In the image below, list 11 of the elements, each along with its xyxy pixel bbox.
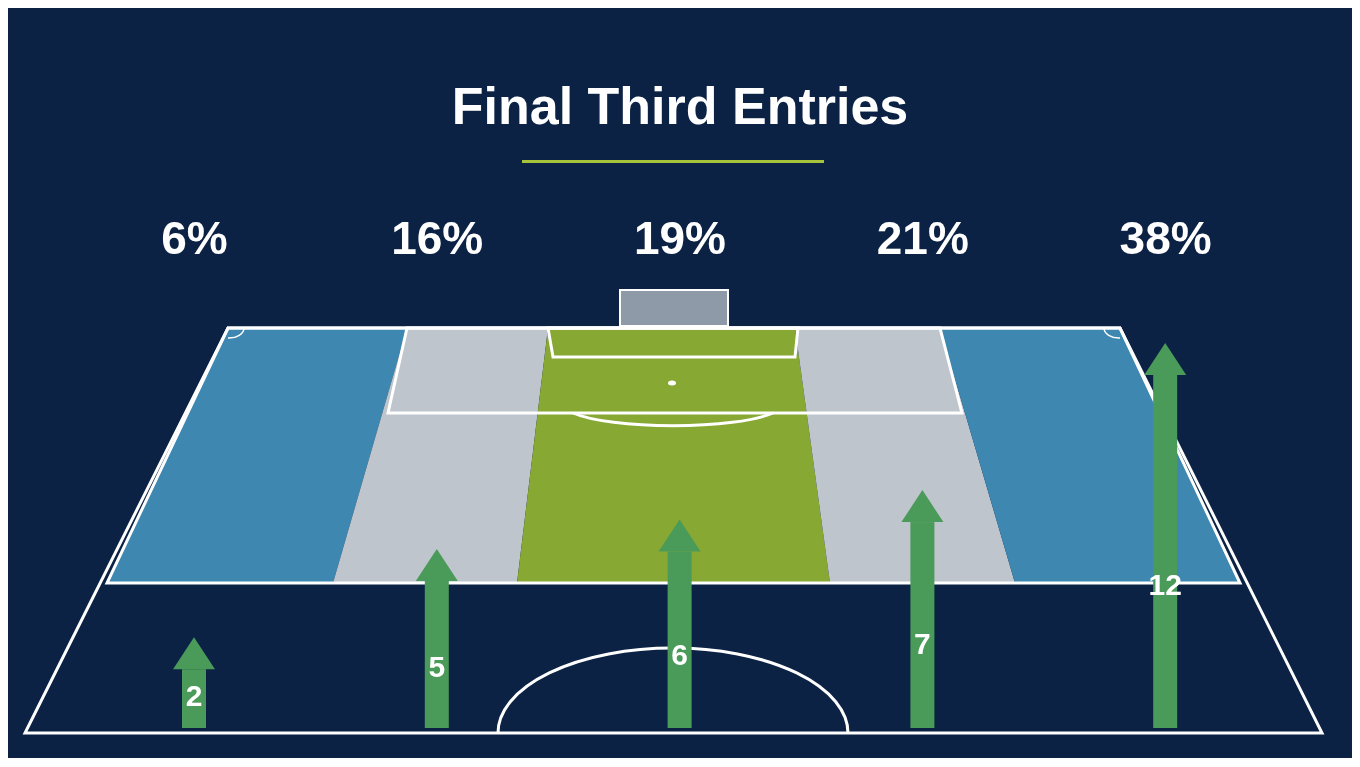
text: 16% [391, 212, 484, 265]
text: 38% [1119, 212, 1212, 265]
data-label: 7 [914, 626, 931, 660]
text: 19% [633, 212, 727, 265]
data-label: 6 [671, 638, 688, 672]
text: 6% [161, 212, 228, 265]
data-label: 12 [1148, 567, 1182, 601]
data-label: 5 [428, 650, 446, 684]
data-label: 2 [185, 678, 203, 712]
chart-title: Final Third Entries [450, 76, 910, 136]
text: 21% [876, 212, 969, 265]
